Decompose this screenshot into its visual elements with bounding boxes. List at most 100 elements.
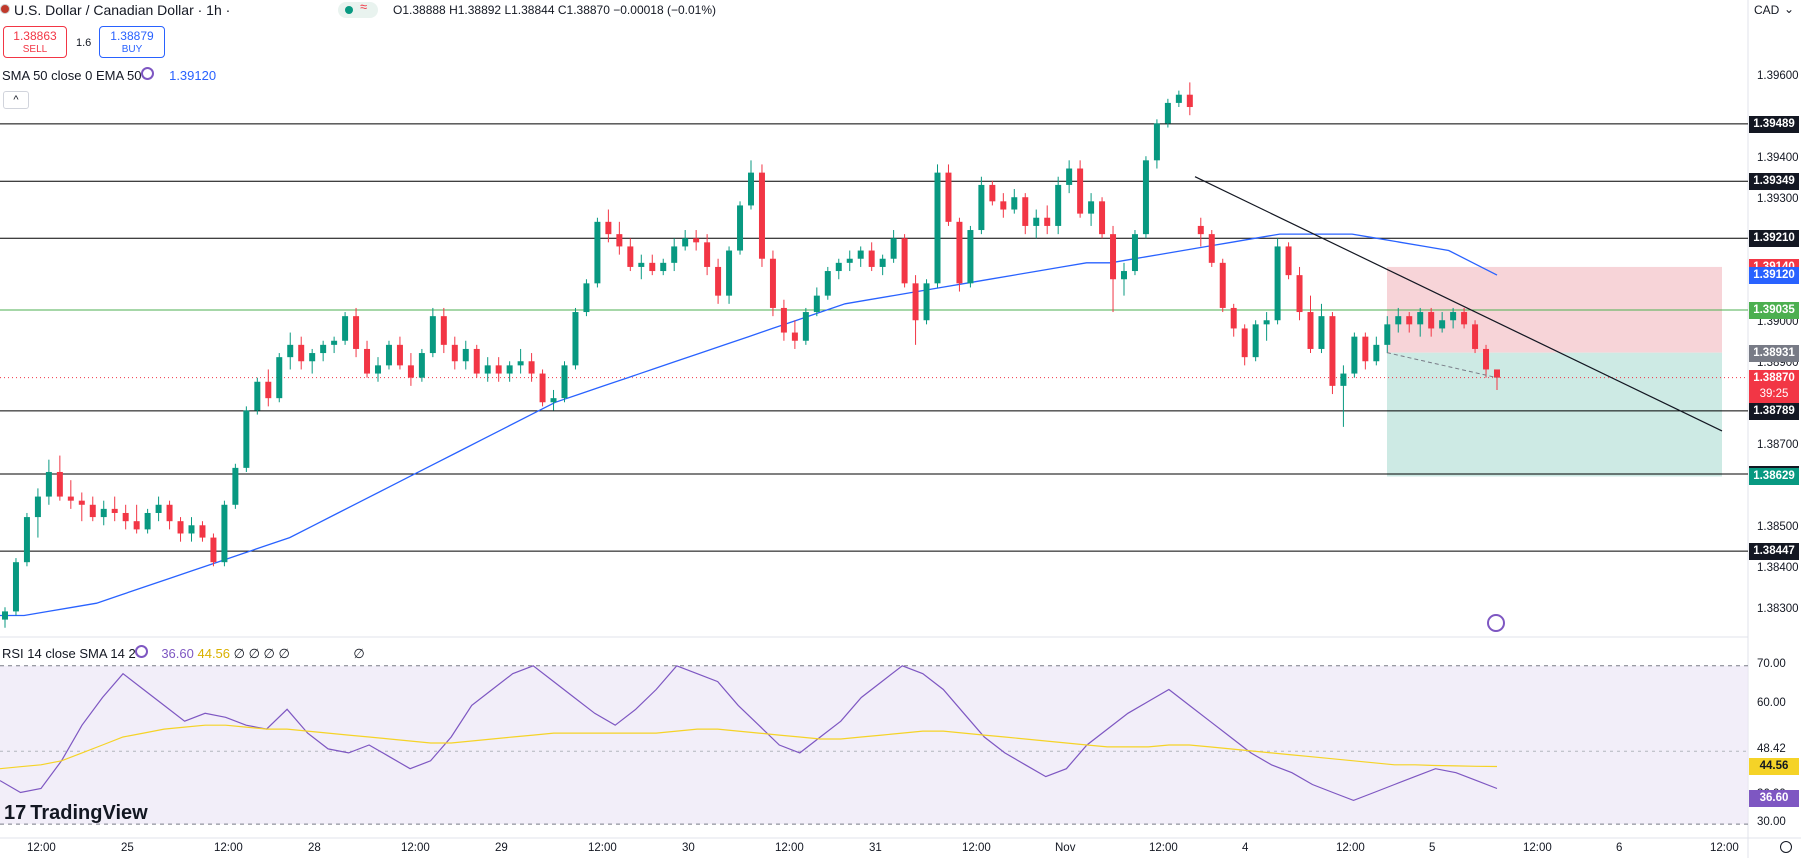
candle-body bbox=[1417, 312, 1424, 325]
time-tick-label: 12:00 bbox=[401, 842, 430, 854]
candle-body bbox=[506, 365, 513, 374]
currency-selector[interactable]: CAD bbox=[1754, 3, 1780, 17]
candle-body bbox=[473, 348, 480, 374]
rsi-sma-value: 44.56 bbox=[197, 646, 231, 661]
sell-button[interactable]: 1.38863 SELL bbox=[3, 26, 67, 58]
candle-body bbox=[978, 184, 985, 231]
candle-body bbox=[78, 500, 85, 505]
candle-body bbox=[1318, 316, 1325, 349]
tradingview-wordmark: TradingView bbox=[30, 802, 148, 824]
candle-body bbox=[638, 262, 645, 267]
candle-body bbox=[375, 365, 381, 374]
price-tag: 1.39120 bbox=[1749, 267, 1799, 285]
level-price-tag: 1.38789 bbox=[1749, 402, 1799, 420]
candle-body bbox=[276, 357, 283, 399]
candle-body bbox=[1110, 234, 1117, 280]
rsi-indicator-legend[interactable]: RSI 14 close SMA 14 2 36.60 44.56 ∅ ∅ ∅ … bbox=[2, 646, 365, 662]
candle-body bbox=[188, 525, 195, 534]
rsi-value: 36.60 bbox=[161, 646, 194, 661]
chevron-down-icon[interactable]: ⌄ bbox=[1784, 2, 1795, 16]
candle-body bbox=[1077, 168, 1084, 214]
rsi-tick-label: 48.42 bbox=[1757, 743, 1786, 756]
sma-indicator-legend[interactable]: SMA 50 close 0 EMA 50 1.39120 bbox=[2, 68, 216, 83]
candle-body bbox=[1329, 316, 1336, 386]
price-tick-label: 1.38500 bbox=[1757, 521, 1799, 534]
candle-body bbox=[802, 312, 809, 341]
candle-body bbox=[1131, 234, 1138, 272]
candle-body bbox=[649, 262, 656, 272]
candle-body bbox=[748, 172, 754, 206]
rsi-band bbox=[0, 665, 1748, 825]
time-tick-label: 30 bbox=[682, 842, 695, 854]
candle-body bbox=[1307, 312, 1314, 349]
candle-body bbox=[704, 242, 711, 267]
price-tick-label: 1.38700 bbox=[1757, 439, 1799, 452]
candle-body bbox=[221, 504, 228, 563]
candle-body bbox=[484, 365, 491, 374]
candle-body bbox=[56, 471, 63, 497]
candle-body bbox=[956, 221, 963, 284]
candle-body bbox=[923, 283, 930, 321]
time-tick-label: 6 bbox=[1616, 842, 1623, 854]
candle-body bbox=[693, 238, 700, 243]
candle-body bbox=[1428, 312, 1435, 329]
price-tag: 1.38870 bbox=[1749, 369, 1799, 387]
candle-body bbox=[243, 410, 250, 468]
candle-body bbox=[1285, 246, 1292, 276]
time-tick-label: 12:00 bbox=[775, 842, 804, 854]
candle-body bbox=[1197, 225, 1204, 235]
candle-body bbox=[1483, 348, 1490, 370]
candle-body bbox=[1121, 271, 1127, 280]
candle-body bbox=[660, 262, 667, 272]
time-tick-label: 12:00 bbox=[962, 842, 991, 854]
candle-body bbox=[989, 184, 996, 202]
market-open-dot-icon bbox=[345, 6, 353, 14]
time-tick-label: 12:00 bbox=[588, 842, 617, 854]
rsi-tick-label: 60.00 bbox=[1757, 697, 1786, 710]
time-tick-label: 12:00 bbox=[1710, 842, 1739, 854]
candle-body bbox=[1088, 201, 1095, 214]
level-price-tag: 1.39035 bbox=[1749, 301, 1799, 319]
price-tag: 1.38629 bbox=[1749, 468, 1799, 486]
rsi-settings-icon[interactable] bbox=[135, 645, 148, 658]
candle-body bbox=[1373, 344, 1380, 362]
candle-body bbox=[1186, 94, 1193, 108]
candle-body bbox=[287, 344, 294, 358]
candle-body bbox=[901, 238, 908, 284]
candle-body bbox=[1066, 168, 1073, 185]
candle-body bbox=[1340, 373, 1347, 386]
candle-body bbox=[155, 504, 162, 513]
symbol-title[interactable]: U.S. Dollar / Canadian Dollar · 1h · bbox=[14, 2, 231, 18]
candle-body bbox=[769, 258, 776, 308]
candle-body bbox=[67, 496, 74, 501]
candle-body bbox=[528, 361, 535, 374]
level-price-tag: 1.39210 bbox=[1749, 230, 1799, 248]
candle-body bbox=[1296, 275, 1303, 313]
buy-button[interactable]: 1.38879 BUY bbox=[99, 26, 165, 58]
tradingview-logo-icon: 17 bbox=[4, 802, 27, 824]
candle-body bbox=[682, 238, 689, 247]
sma-indicator-label: SMA 50 close 0 EMA 50 bbox=[2, 68, 142, 83]
candle-body bbox=[342, 316, 349, 341]
candle-body bbox=[594, 221, 601, 284]
candle-body bbox=[89, 504, 96, 518]
candle-body bbox=[945, 172, 952, 222]
candle-body bbox=[517, 361, 524, 366]
settings-target-icon[interactable] bbox=[1780, 841, 1792, 853]
price-tick-label: 1.39300 bbox=[1757, 193, 1799, 206]
candle-body bbox=[1153, 123, 1160, 161]
candle-body bbox=[2, 611, 8, 620]
candle-body bbox=[1494, 369, 1500, 378]
alert-icon[interactable] bbox=[1487, 614, 1505, 632]
market-status-pill[interactable] bbox=[338, 2, 378, 18]
collapse-legend-button[interactable]: ^ bbox=[3, 91, 29, 109]
candle-body bbox=[133, 521, 140, 530]
candle-body bbox=[1142, 160, 1149, 235]
ohlc-low: L1.38844 bbox=[504, 3, 555, 17]
indicator-settings-icon[interactable] bbox=[141, 67, 154, 80]
time-tick-label: 12:00 bbox=[1336, 842, 1365, 854]
time-tick-label: 28 bbox=[308, 842, 321, 854]
candle-body bbox=[1241, 328, 1248, 358]
candle-body bbox=[1208, 234, 1215, 263]
